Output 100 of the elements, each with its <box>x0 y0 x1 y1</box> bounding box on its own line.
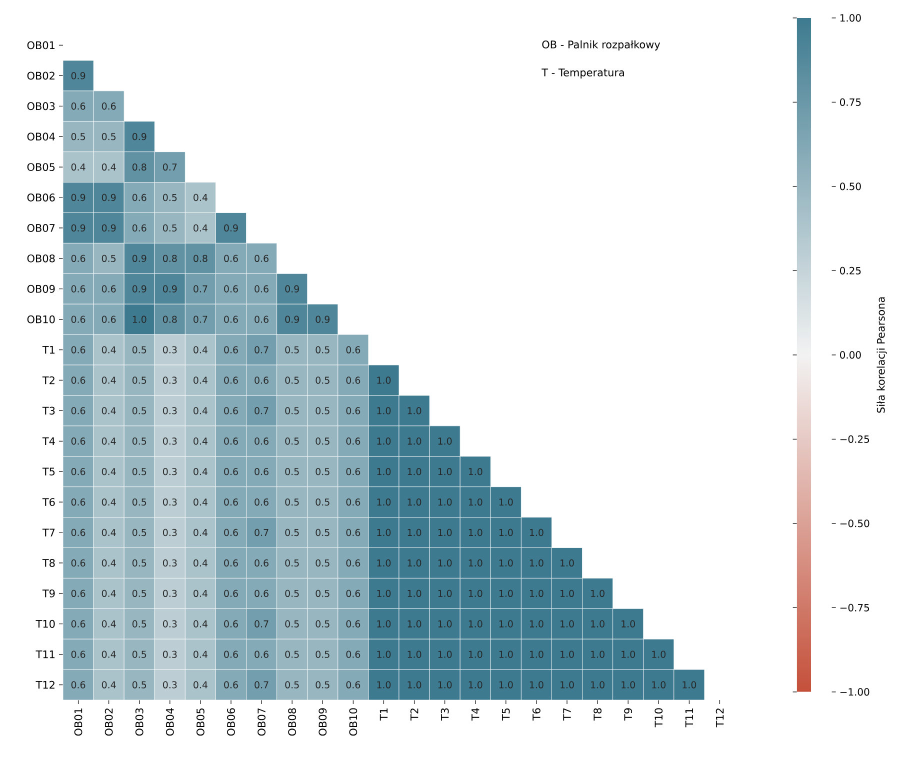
data-label: 0.5 <box>285 407 299 414</box>
data-label: 1.0 <box>622 620 635 628</box>
y-tick-label: OB01 <box>27 41 55 50</box>
data-label: 0.6 <box>71 316 86 323</box>
x-tick-label: T12 <box>716 708 724 728</box>
data-label: 0.5 <box>316 590 330 598</box>
data-label: 1.0 <box>132 316 146 323</box>
data-label: 1.0 <box>468 559 482 567</box>
data-label: 0.9 <box>316 316 330 323</box>
data-label: 0.4 <box>194 194 208 202</box>
data-label: 1.0 <box>408 590 422 598</box>
data-label: 0.3 <box>163 590 177 598</box>
data-label: 1.0 <box>438 681 452 688</box>
data-label: 1.0 <box>408 620 422 628</box>
data-label: 0.5 <box>285 346 299 354</box>
x-tick-label: OB05 <box>196 708 204 736</box>
data-label: 0.6 <box>346 681 360 688</box>
data-label: 0.6 <box>132 194 146 202</box>
data-label: 0.6 <box>254 376 268 384</box>
data-label: 0.5 <box>132 681 146 688</box>
data-label: 1.0 <box>560 559 574 567</box>
data-label: 0.5 <box>132 559 146 567</box>
data-label: 1.0 <box>377 438 391 445</box>
data-label: 0.6 <box>71 407 86 414</box>
data-label: 0.5 <box>316 498 330 506</box>
data-label: 0.6 <box>346 498 360 506</box>
data-label: 0.6 <box>71 285 86 292</box>
y-tick-label: OB06 <box>27 194 55 202</box>
data-label: 0.6 <box>71 376 86 384</box>
data-label: 0.6 <box>224 407 238 414</box>
data-label: 0.6 <box>254 498 268 506</box>
data-label: 0.6 <box>346 650 360 658</box>
data-label: 0.6 <box>71 102 86 110</box>
data-label: 1.0 <box>468 681 482 688</box>
data-label: 0.8 <box>194 254 208 262</box>
data-label: 0.3 <box>163 346 177 354</box>
data-label: 0.9 <box>71 194 86 202</box>
data-label: 0.6 <box>254 559 268 567</box>
x-tick-label: OB01 <box>74 708 82 736</box>
data-label: 0.3 <box>163 650 177 658</box>
y-tick-label: T5 <box>42 468 55 476</box>
data-label: 0.6 <box>224 438 238 445</box>
data-label: 0.9 <box>285 285 299 292</box>
data-label: 0.6 <box>346 346 360 354</box>
data-label: 0.5 <box>285 681 299 688</box>
data-label: 0.6 <box>71 468 86 476</box>
data-label: 0.5 <box>285 498 299 506</box>
data-label: 0.6 <box>254 590 268 598</box>
data-label: 0.6 <box>224 681 238 688</box>
data-label: 1.0 <box>499 528 513 536</box>
data-label: 0.5 <box>102 254 116 262</box>
data-label: 0.6 <box>71 346 86 354</box>
data-label: 0.4 <box>194 498 208 506</box>
data-label: 1.0 <box>530 590 544 598</box>
data-label: 1.0 <box>377 498 391 506</box>
color-bar-label: 0.75 <box>840 98 861 106</box>
data-label: 0.4 <box>194 407 208 414</box>
data-label: 0.5 <box>132 468 146 476</box>
data-label: 1.0 <box>468 528 482 536</box>
x-tick-label: OB06 <box>227 708 235 736</box>
data-label: 0.9 <box>102 224 116 232</box>
data-label: 0.6 <box>254 316 268 323</box>
data-label: 0.4 <box>102 620 116 628</box>
data-label: 0.5 <box>132 407 146 414</box>
data-label: 0.5 <box>163 224 177 232</box>
data-label: 0.4 <box>71 163 86 171</box>
data-label: 0.3 <box>163 528 177 536</box>
data-label: 0.6 <box>71 681 86 688</box>
data-label: 0.3 <box>163 407 177 414</box>
data-label: 0.4 <box>194 346 208 354</box>
data-label: 1.0 <box>377 376 391 384</box>
y-tick-label: T8 <box>42 559 55 567</box>
data-label: 0.5 <box>285 559 299 567</box>
data-label: 0.6 <box>71 438 86 445</box>
data-label: 0.9 <box>163 285 177 292</box>
y-tick-label: T12 <box>36 680 54 689</box>
data-label: 1.0 <box>591 620 604 628</box>
y-tick-label: OB08 <box>27 254 55 262</box>
color-bar-label: 0.00 <box>840 351 861 359</box>
data-label: 1.0 <box>438 620 452 628</box>
y-tick-label: OB05 <box>27 163 55 171</box>
data-label: 1.0 <box>591 590 604 598</box>
y-tick-label: T9 <box>42 589 55 598</box>
data-label: 0.5 <box>285 438 299 445</box>
data-label: 1.0 <box>530 681 544 688</box>
data-label: 0.5 <box>132 346 146 354</box>
data-label: 1.0 <box>652 681 666 688</box>
data-label: 0.4 <box>102 346 116 354</box>
data-label: 1.0 <box>530 620 544 628</box>
data-label: 0.5 <box>285 650 299 658</box>
x-tick-label: T11 <box>685 708 693 728</box>
data-label: 0.5 <box>316 438 330 445</box>
x-tick-label: T9 <box>624 708 632 721</box>
data-label: 0.4 <box>102 376 116 384</box>
data-label: 1.0 <box>438 498 452 506</box>
data-label: 0.9 <box>71 224 86 232</box>
data-label: 1.0 <box>377 559 391 567</box>
data-label: 0.3 <box>163 438 177 445</box>
data-label: 0.5 <box>285 468 299 476</box>
data-label: 1.0 <box>438 650 452 658</box>
